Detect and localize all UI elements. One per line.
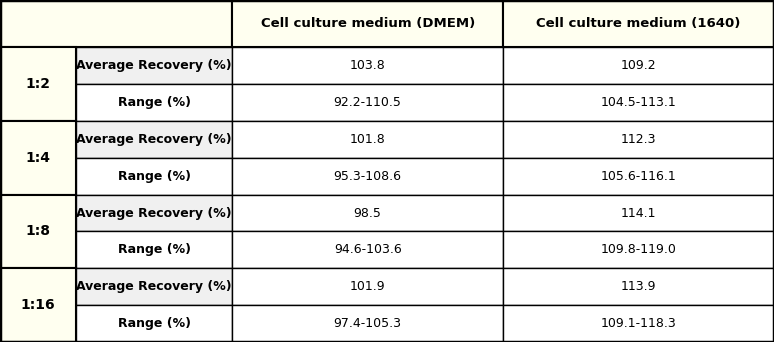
Bar [76,121,232,158]
Bar [232,305,503,342]
Text: Average Recovery (%): Average Recovery (%) [76,280,232,293]
Bar [503,47,774,84]
Text: Range (%): Range (%) [118,170,190,183]
Text: Range (%): Range (%) [118,317,190,330]
Bar [76,305,232,342]
Bar [232,268,503,305]
Text: 112.3: 112.3 [621,133,656,146]
Bar [76,47,232,84]
Text: 103.8: 103.8 [350,59,385,72]
Text: Cell culture medium (DMEM): Cell culture medium (DMEM) [261,17,474,30]
Text: 109.1-118.3: 109.1-118.3 [601,317,676,330]
Text: 1:4: 1:4 [26,151,50,165]
Bar [503,195,774,232]
Bar [232,195,503,232]
Text: Average Recovery (%): Average Recovery (%) [76,207,232,220]
Text: Average Recovery (%): Average Recovery (%) [76,59,232,72]
Bar [503,268,774,305]
Bar [76,84,232,121]
Text: Average Recovery (%): Average Recovery (%) [76,133,232,146]
Text: 109.2: 109.2 [621,59,656,72]
Text: Range (%): Range (%) [118,96,190,109]
Text: 101.8: 101.8 [350,133,385,146]
Text: Cell culture medium (1640): Cell culture medium (1640) [536,17,741,30]
Text: 105.6-116.1: 105.6-116.1 [601,170,676,183]
Bar [503,84,774,121]
Bar [0,268,76,342]
Bar [0,47,76,121]
Text: 94.6-103.6: 94.6-103.6 [334,244,402,256]
Bar [0,195,76,268]
Bar [232,158,503,195]
Text: 113.9: 113.9 [621,280,656,293]
Text: 109.8-119.0: 109.8-119.0 [601,244,676,256]
Bar [503,232,774,268]
Bar [503,158,774,195]
Text: 92.2-110.5: 92.2-110.5 [334,96,402,109]
Bar [76,232,232,268]
Bar [76,268,232,305]
Bar [503,121,774,158]
Bar [503,0,774,47]
Text: 1:16: 1:16 [21,298,55,312]
Bar [503,305,774,342]
Text: 95.3-108.6: 95.3-108.6 [334,170,402,183]
Bar [232,47,503,84]
Text: 97.4-105.3: 97.4-105.3 [334,317,402,330]
Text: 1:2: 1:2 [26,77,50,91]
Text: 1:8: 1:8 [26,224,50,238]
Bar [0,121,76,195]
Bar [232,232,503,268]
Bar [0,0,232,47]
Bar [232,84,503,121]
Bar [232,0,503,47]
Text: 104.5-113.1: 104.5-113.1 [601,96,676,109]
Text: 101.9: 101.9 [350,280,385,293]
Text: 114.1: 114.1 [621,207,656,220]
Text: 98.5: 98.5 [354,207,382,220]
Text: Range (%): Range (%) [118,244,190,256]
Bar [76,158,232,195]
Bar [232,121,503,158]
Bar [76,195,232,232]
